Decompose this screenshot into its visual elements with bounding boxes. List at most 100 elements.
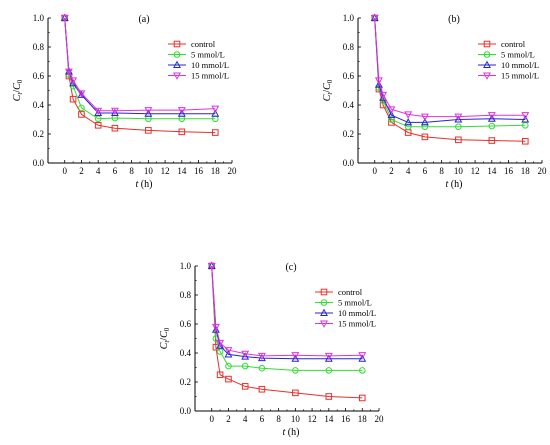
y-tick-label: 0.2 xyxy=(33,129,44,139)
x-tick-label: 6 xyxy=(423,166,428,176)
data-point xyxy=(145,127,152,134)
panel-label: (a) xyxy=(138,14,149,25)
x-axis-label: t (h) xyxy=(283,427,300,438)
y-tick-label: 0.2 xyxy=(343,129,354,139)
x-tick-label: 6 xyxy=(260,414,265,424)
legend-label: 10 mmol/L xyxy=(501,60,539,70)
x-tick-label: 8 xyxy=(129,166,134,176)
x-tick-label: 4 xyxy=(406,166,411,176)
x-tick-label: 4 xyxy=(96,166,101,176)
data-point xyxy=(110,107,119,116)
data-point xyxy=(77,90,86,98)
x-tick-label: 12 xyxy=(471,166,480,176)
chart-panel-2: 0.0 0.2 0.4 0.6 0.8 1.0 0 2 4 6 8 10 12 14 16 18 20 t (h)… xyxy=(322,13,547,190)
x-tick-label: 20 xyxy=(538,166,548,176)
legend-marker xyxy=(320,299,328,306)
y-tick-label: 1.0 xyxy=(180,261,192,271)
data-point xyxy=(358,394,366,402)
panel-label: (b) xyxy=(448,14,460,25)
x-axis-label: t (h) xyxy=(136,179,153,190)
data-point xyxy=(69,95,77,103)
series-1 xyxy=(208,262,366,402)
y-tick-label: 0.6 xyxy=(33,71,45,81)
data-point xyxy=(94,122,102,129)
data-point xyxy=(60,15,69,23)
data-point xyxy=(78,111,85,118)
y-tick-label: 1.0 xyxy=(33,13,45,23)
y-tick-label: 0.8 xyxy=(180,290,192,300)
y-tick-label: 0.4 xyxy=(33,100,45,110)
data-point xyxy=(224,350,233,358)
data-point xyxy=(177,107,186,115)
x-tick-label: 16 xyxy=(194,166,204,176)
data-point xyxy=(404,111,413,119)
legend-label: control xyxy=(501,39,526,49)
data-point xyxy=(292,389,299,397)
data-point xyxy=(420,113,429,121)
data-point xyxy=(69,77,78,85)
series-line xyxy=(374,17,526,142)
legend-marker xyxy=(173,72,181,80)
data-point xyxy=(358,354,367,362)
data-point xyxy=(216,339,225,348)
data-point xyxy=(374,77,383,85)
data-point xyxy=(225,375,232,383)
y-tick-label: 0.8 xyxy=(343,42,355,52)
series-line xyxy=(64,17,216,134)
legend-marker xyxy=(173,60,181,68)
legend-label: 5 mmol/L xyxy=(191,50,225,60)
x-tick-label: 18 xyxy=(358,414,368,424)
chart-panel-1: 0.0 0.2 0.4 0.6 0.8 1.0 0 2 4 6 8 10 12 14 16 18 20 t (h)… xyxy=(12,13,237,190)
series-4 xyxy=(60,15,220,116)
data-point xyxy=(258,385,266,393)
legend-marker xyxy=(483,72,491,80)
x-tick-label: 0 xyxy=(372,166,377,176)
series-line xyxy=(211,265,363,357)
y-tick-label: 0.0 xyxy=(33,158,45,168)
series-4 xyxy=(370,15,530,121)
legend-label: 15 mmol/L xyxy=(338,319,376,329)
data-point xyxy=(488,137,496,144)
data-point xyxy=(144,107,153,115)
chart-panel-3: 0.0 0.2 0.4 0.6 0.8 1.0 0 2 4 6 8 10 12 14 16 18 20 t (h)… xyxy=(159,261,384,438)
legend-label: 5 mmol/L xyxy=(501,50,535,60)
y-tick-label: 0.6 xyxy=(343,71,355,81)
data-point xyxy=(325,367,333,374)
data-point xyxy=(94,107,103,116)
data-point xyxy=(111,124,119,132)
data-point xyxy=(455,123,462,131)
data-point xyxy=(64,68,73,77)
data-point xyxy=(487,112,496,120)
data-point xyxy=(387,110,396,119)
x-tick-label: 10 xyxy=(144,166,154,176)
y-tick-label: 0.0 xyxy=(343,158,355,168)
data-point xyxy=(455,136,462,144)
x-tick-label: 18 xyxy=(211,166,221,176)
data-point xyxy=(144,109,153,117)
data-point xyxy=(94,108,103,116)
x-tick-label: 2 xyxy=(226,414,231,424)
legend-marker xyxy=(483,60,491,68)
x-tick-label: 8 xyxy=(439,166,444,176)
data-point xyxy=(241,362,249,370)
data-point xyxy=(257,352,266,361)
series-1 xyxy=(61,14,219,136)
data-point xyxy=(521,112,530,120)
data-point xyxy=(421,123,429,131)
legend-marker xyxy=(173,40,181,48)
data-point xyxy=(404,118,413,126)
y-tick-label: 0.4 xyxy=(180,348,192,358)
data-point xyxy=(324,354,333,362)
y-axis-label: Ct/C0 xyxy=(12,79,24,101)
legend-marker xyxy=(320,288,328,296)
x-tick-label: 16 xyxy=(504,166,514,176)
data-point xyxy=(211,323,220,332)
legend-marker xyxy=(320,308,328,316)
legend-label: 5 mmol/L xyxy=(338,298,372,308)
data-point xyxy=(454,115,463,123)
x-tick-label: 10 xyxy=(291,414,301,424)
data-point xyxy=(178,128,186,136)
